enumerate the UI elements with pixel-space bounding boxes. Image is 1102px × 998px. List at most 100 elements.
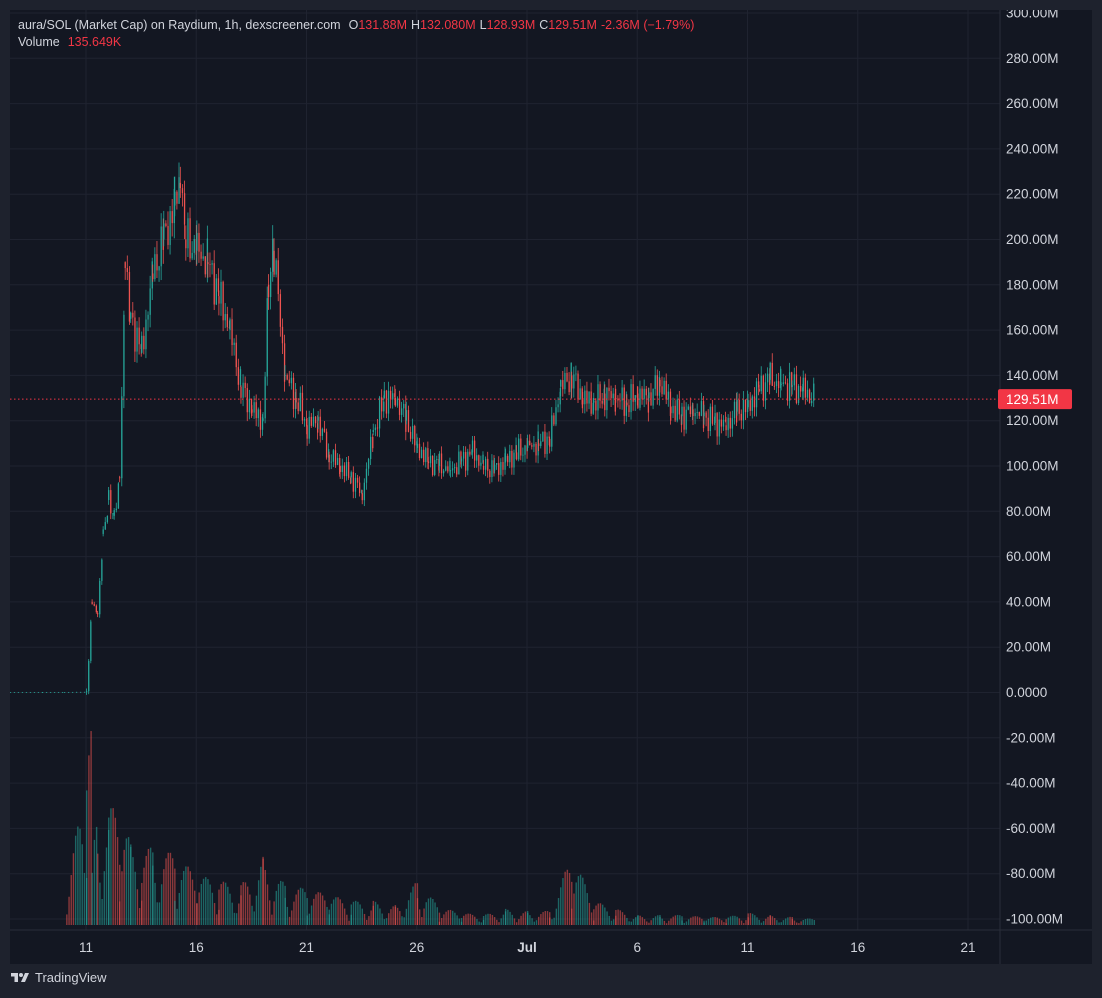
volume-bar	[762, 921, 765, 925]
volume-bar	[489, 913, 491, 925]
candle-body	[436, 459, 438, 461]
volume-bar	[363, 913, 366, 925]
volume-bar	[683, 922, 685, 925]
candle-body	[685, 409, 687, 430]
candle-body	[222, 281, 224, 321]
chart-panel[interactable]: 300.00M 280.00M 260.00M 240.00M 220.00M 200.0…	[10, 10, 1092, 964]
candle-body	[727, 417, 729, 431]
tradingview-logo-icon[interactable]	[10, 971, 30, 985]
candle-body	[771, 362, 773, 386]
candle-body	[515, 444, 517, 453]
candle-body	[394, 398, 396, 406]
candle-body	[414, 425, 416, 446]
volume-bar	[251, 905, 253, 925]
candle-body	[394, 393, 396, 398]
x-tick-label: 11	[740, 940, 754, 955]
candle-body	[806, 389, 809, 398]
candle-body	[683, 406, 685, 430]
candle-body	[295, 398, 297, 403]
volume-bar	[524, 911, 527, 925]
candle-body	[676, 399, 678, 421]
volume-bar	[696, 916, 699, 925]
x-tick-label: Jul	[517, 940, 537, 955]
volume-bar	[465, 914, 467, 925]
tradingview-brand[interactable]: TradingView	[35, 970, 107, 985]
volume-bar	[562, 878, 564, 925]
volume-bar	[438, 912, 441, 925]
volume-bar	[760, 922, 763, 925]
volume-bar	[240, 885, 242, 925]
volume-bar	[145, 855, 147, 925]
candle-body	[777, 381, 780, 389]
volume-bar	[116, 837, 119, 925]
candle-body	[334, 450, 337, 465]
volume-bar	[183, 870, 185, 925]
volume-bar	[310, 905, 313, 925]
candle-body	[592, 402, 594, 414]
candle-body	[407, 410, 410, 432]
candle-body	[207, 262, 209, 265]
volume-bar	[313, 898, 315, 925]
volume-bar	[672, 916, 674, 925]
volume-bar	[211, 892, 214, 925]
volume-bar	[233, 912, 236, 925]
volume-bar	[584, 884, 586, 925]
candle-body	[718, 419, 720, 437]
volume-bar	[496, 919, 498, 925]
candle-body	[575, 373, 577, 375]
volume-bar	[791, 918, 793, 925]
volume-bar	[698, 917, 701, 925]
candle-body	[724, 419, 727, 422]
candle-body	[674, 405, 676, 421]
candle-body	[451, 468, 454, 471]
last-price-badge	[998, 389, 1072, 410]
volume-bar	[663, 920, 666, 925]
candle-body	[79, 691, 82, 693]
candle-body	[709, 406, 711, 432]
candle-body	[582, 398, 584, 405]
x-tick-label: 21	[299, 940, 314, 955]
volume-bar	[421, 917, 423, 925]
candle-body	[562, 380, 564, 390]
volume-bar	[119, 864, 121, 925]
candle-body	[504, 453, 506, 470]
volume-bar	[330, 903, 333, 925]
candle-body	[171, 211, 173, 224]
low-value: 128.93M	[486, 18, 536, 32]
volume-bar	[474, 916, 476, 925]
candle-body	[700, 401, 703, 416]
candle-body	[645, 388, 647, 396]
candle-body	[586, 390, 588, 404]
volume-bar	[171, 858, 174, 925]
candle-body	[156, 254, 158, 271]
candle-body	[518, 438, 520, 460]
candle-body	[447, 466, 449, 472]
volume-bar	[374, 901, 377, 925]
candle-body	[343, 465, 346, 477]
candle-body	[566, 372, 568, 382]
candle-body	[425, 448, 427, 463]
candle-body	[680, 414, 683, 425]
volume-bar	[449, 909, 452, 925]
volume-bar	[590, 912, 593, 925]
volume-bar	[626, 917, 628, 925]
volume-bar	[288, 916, 291, 925]
volume-bar	[218, 889, 220, 925]
volume-bar	[418, 909, 421, 925]
volume-bar	[191, 879, 194, 925]
volume-bar	[361, 908, 363, 925]
volume-bar	[99, 882, 101, 925]
volume-bar	[778, 922, 780, 925]
volume-bar	[370, 910, 372, 925]
volume-bar	[249, 894, 251, 925]
volume-bar	[458, 918, 460, 925]
volume-bar	[319, 892, 322, 925]
volume-bar	[304, 892, 306, 925]
candle-body	[187, 218, 189, 249]
price-chart[interactable]: 300.00M 280.00M 260.00M 240.00M 220.00M 200.0…	[10, 10, 1092, 964]
volume-bar	[306, 898, 308, 925]
volume-bar	[628, 921, 630, 925]
candle-body	[330, 461, 332, 463]
volume-value: 135.649K	[67, 35, 122, 49]
candle-body	[213, 263, 215, 305]
